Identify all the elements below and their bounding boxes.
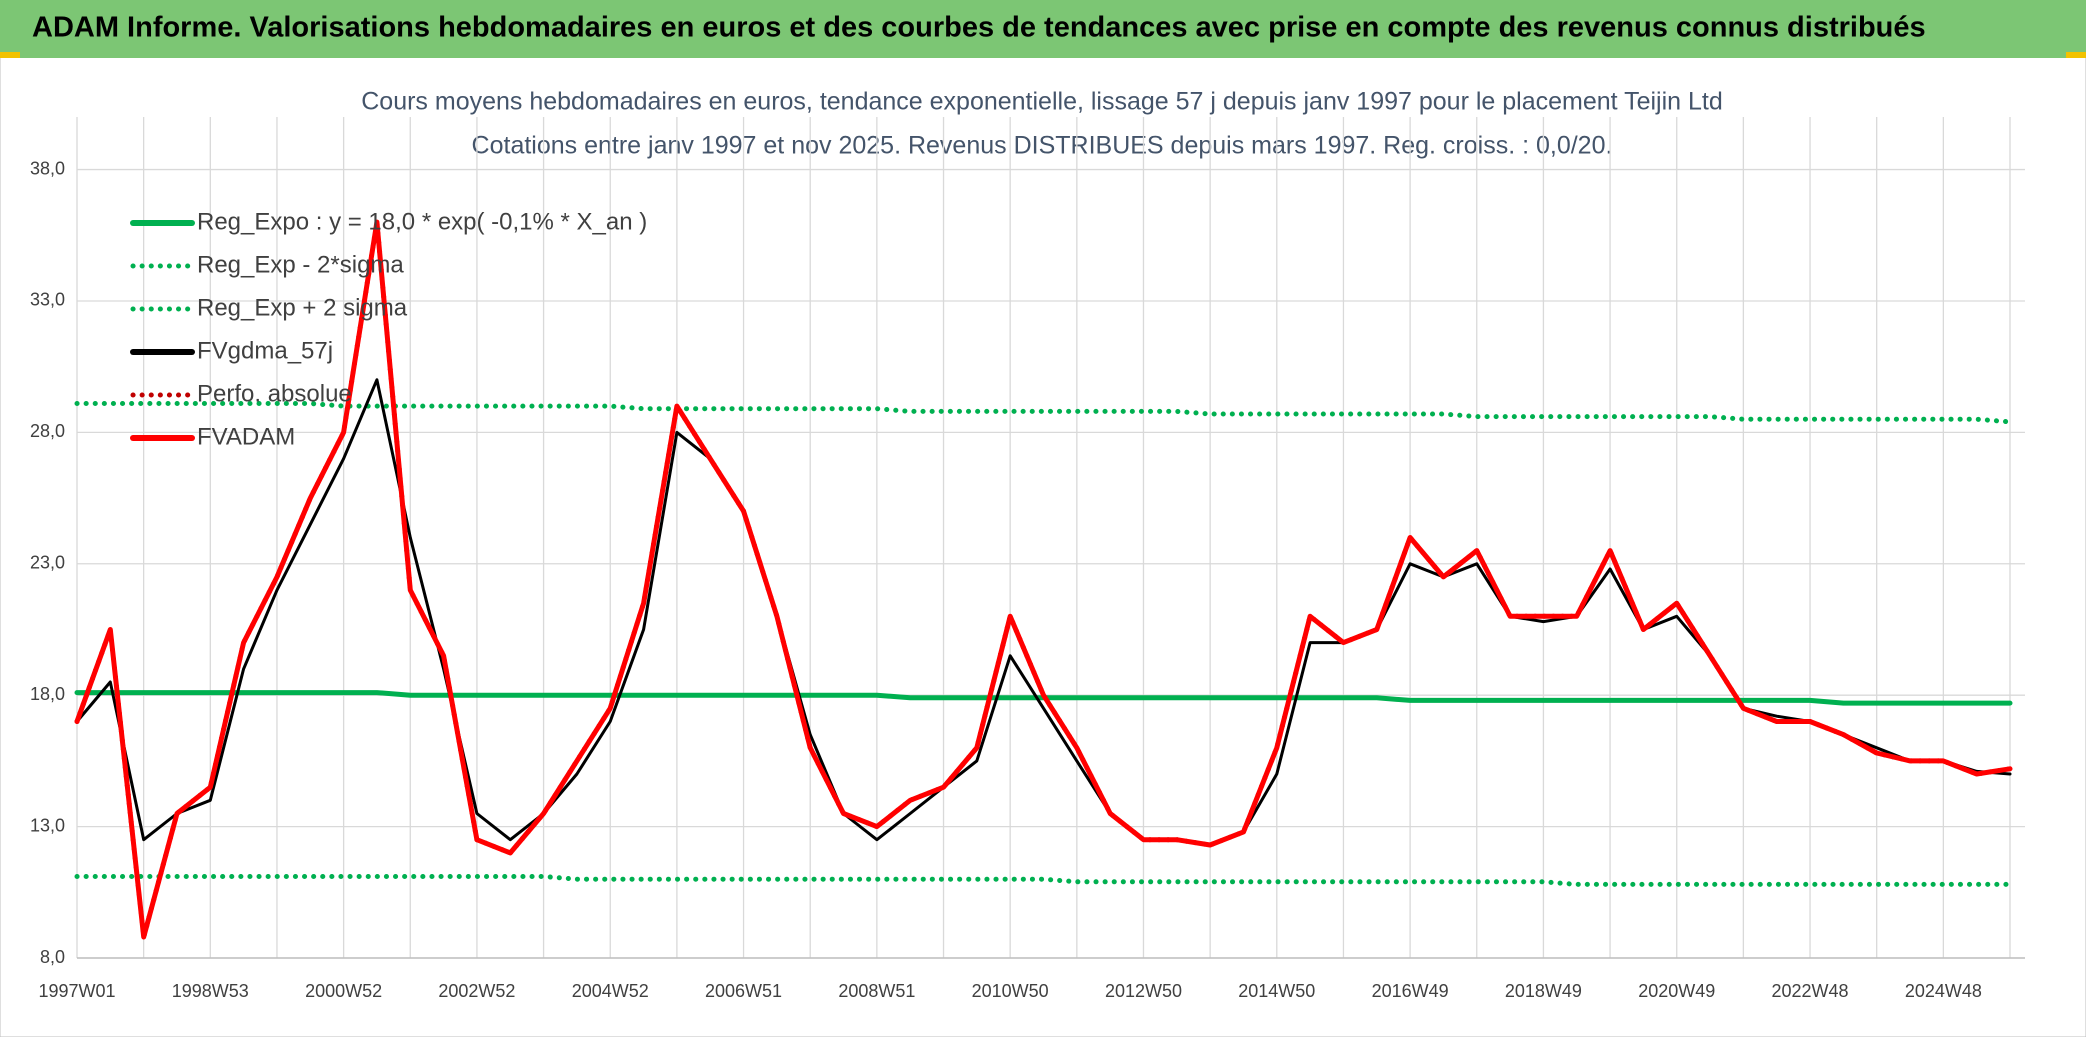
x-tick-label: 2000W52 (305, 981, 382, 1001)
x-tick-label: 2022W48 (1772, 981, 1849, 1001)
series-line (74, 874, 2013, 887)
y-tick-label: 33,0 (30, 290, 65, 310)
x-tick-label: 2012W50 (1105, 981, 1182, 1001)
x-tick-label: 2006W51 (705, 981, 782, 1001)
series-line (74, 219, 2013, 940)
y-tick-label: 18,0 (30, 684, 65, 704)
x-tick-label: 2004W52 (572, 981, 649, 1001)
legend-label: FVADAM (197, 423, 295, 450)
chart-subtitle: Cotations entre janv 1997 et nov 2025. R… (472, 132, 1613, 160)
series-line (74, 401, 2013, 425)
x-tick-label: 2024W48 (1905, 981, 1982, 1001)
header-bar (0, 0, 2086, 58)
y-tick-label: 13,0 (30, 815, 65, 835)
legend-label: Perfo. absolue (197, 380, 352, 407)
y-tick-label: 38,0 (30, 158, 65, 178)
legend-label: Reg_Expo : y = 18,0 * exp( -0,1% * X_an … (197, 208, 647, 235)
corner (2066, 52, 2086, 58)
y-tick-label: 8,0 (40, 947, 65, 967)
x-tick-label: 2020W49 (1638, 981, 1715, 1001)
legend-label: Reg_Exp - 2*sigma (197, 251, 404, 278)
y-tick-label: 23,0 (30, 553, 65, 573)
x-tick-label: 2008W51 (838, 981, 915, 1001)
x-tick-label: 2010W50 (972, 981, 1049, 1001)
x-tick-label: 1998W53 (172, 981, 249, 1001)
y-tick-label: 28,0 (30, 421, 65, 441)
x-tick-label: 2014W50 (1238, 981, 1315, 1001)
x-tick-label: 1997W01 (38, 981, 115, 1001)
legend-label: Reg_Exp + 2 sigma (197, 294, 408, 321)
legend-label: FVgdma_57j (197, 337, 333, 364)
x-tick-label: 2018W49 (1505, 981, 1582, 1001)
chart-title: Cours moyens hebdomadaires en euros, ten… (361, 88, 1723, 116)
corner (0, 52, 20, 58)
header-title: ADAM Informe. Valorisations hebdomadaire… (32, 12, 1926, 44)
x-tick-label: 2002W52 (438, 981, 515, 1001)
x-tick-label: 2016W49 (1372, 981, 1449, 1001)
